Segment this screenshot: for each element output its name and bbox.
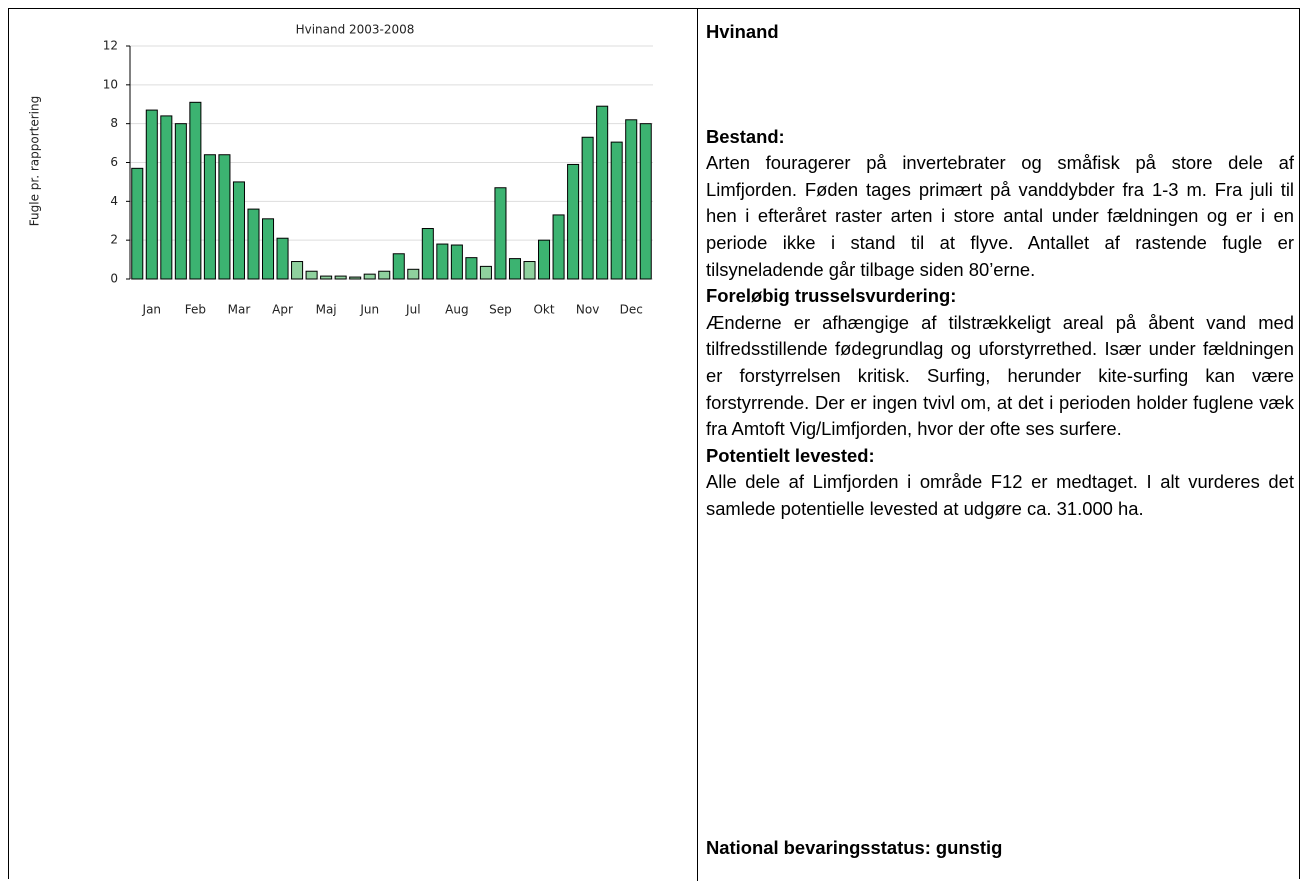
x-tick-label: Apr <box>272 303 293 317</box>
bar <box>247 208 260 280</box>
bar <box>596 105 609 280</box>
bar <box>349 276 362 280</box>
status: National bevaringsstatus: gunstig <box>706 837 1003 858</box>
species-title: Hvinand <box>706 21 779 42</box>
bar <box>145 109 158 280</box>
section-heading: Bestand: <box>706 125 785 147</box>
bar <box>625 119 638 280</box>
bar <box>392 253 405 280</box>
x-tick-label: Maj <box>316 303 337 317</box>
text-column: Hvinand Bestand: Arten fouragerer på inve… <box>706 19 1294 523</box>
section-body: Alle dele af Limfjorden i område F12 er … <box>706 471 1294 519</box>
x-tick-label: Jul <box>405 303 420 317</box>
bar <box>479 265 492 280</box>
bar <box>174 123 187 280</box>
bar <box>567 163 580 280</box>
x-tick-label: Okt <box>533 303 554 317</box>
bar <box>465 257 478 280</box>
bar <box>407 268 420 280</box>
bar <box>261 218 275 280</box>
bar <box>421 228 434 280</box>
bar <box>639 123 652 280</box>
bar <box>276 237 289 280</box>
section-heading: Potentielt levested: <box>706 444 875 466</box>
y-tick-label: 0 <box>110 272 118 286</box>
y-tick-label: 10 <box>103 77 118 91</box>
bar <box>363 273 376 280</box>
section-body: Ænderne er afhængige af tilstrækkeligt a… <box>706 311 1294 440</box>
column-divider <box>697 8 698 881</box>
bar <box>436 243 449 280</box>
bar <box>450 244 463 280</box>
bar <box>320 275 333 280</box>
bar <box>581 136 594 280</box>
y-tick-label: 2 <box>110 233 118 247</box>
y-tick-label: 4 <box>110 194 118 208</box>
x-tick-label: Nov <box>576 303 599 317</box>
x-tick-label: Sep <box>489 303 512 317</box>
bar <box>610 141 623 280</box>
bar <box>552 214 565 280</box>
bar <box>160 115 173 280</box>
bar <box>538 239 551 280</box>
x-tick-label: Mar <box>228 303 251 317</box>
bar <box>378 270 391 280</box>
y-tick-label: 12 <box>103 39 118 53</box>
chart: Hvinand 2003-2008 Fugle pr. rapportering… <box>28 23 653 317</box>
bar <box>232 181 245 280</box>
bar <box>523 261 536 280</box>
x-tick-label: Feb <box>185 303 206 317</box>
bar <box>508 258 522 280</box>
bar <box>494 187 507 280</box>
bar <box>218 154 231 280</box>
bar <box>334 275 347 280</box>
bar <box>291 261 304 280</box>
x-tick-label: Jun <box>359 303 379 317</box>
y-tick-label: 6 <box>110 155 118 169</box>
x-tick-label: Jan <box>142 303 162 317</box>
table-border <box>8 8 1300 879</box>
bar <box>305 270 318 280</box>
bar <box>203 154 216 280</box>
bar <box>131 167 144 280</box>
chart-title: Hvinand 2003-2008 <box>296 23 415 37</box>
y-tick-label: 8 <box>110 116 118 130</box>
y-axis-label: Fugle pr. rapportering <box>28 96 42 226</box>
x-tick-label: Aug <box>445 303 468 317</box>
x-tick-label: Dec <box>620 303 643 317</box>
section-body: Arten fouragerer på invertebrater og små… <box>706 152 1294 280</box>
section-heading: Foreløbig trusselsvurdering: <box>706 285 957 307</box>
bar <box>189 101 202 280</box>
